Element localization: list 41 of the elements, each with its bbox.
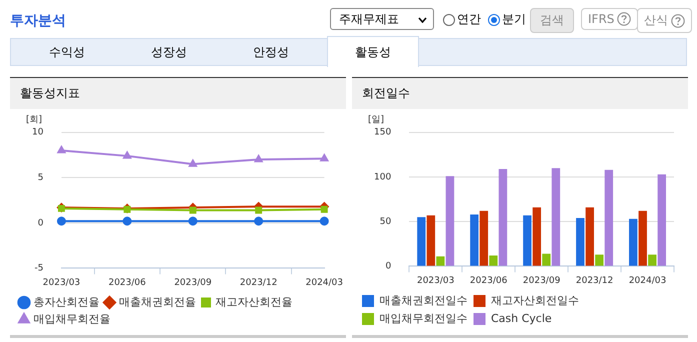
- x-tick-label: 2023/09: [174, 278, 212, 288]
- text: 주재무제표: [339, 10, 399, 28]
- x-tick-label: 2024/03: [306, 278, 343, 288]
- y-tick-label: 10: [32, 128, 44, 138]
- legend-label: 재고자산회전율: [216, 295, 292, 308]
- legend-label: Cash Cycle: [491, 312, 552, 325]
- y-tick-label: 150: [374, 128, 392, 138]
- x-tick-label: 2023/03: [42, 278, 80, 288]
- y-tick-label: 0: [385, 262, 392, 272]
- x-tick-label: 2023/12: [576, 276, 614, 286]
- legend-label: 매입채무회전일수: [380, 312, 468, 325]
- y-tick-label: 0: [38, 218, 44, 228]
- legend-label: 재고자산회전일수: [491, 294, 579, 307]
- text: 분기: [501, 11, 526, 28]
- text: 활동성: [327, 36, 419, 67]
- x-tick-label: 2024/03: [628, 276, 666, 286]
- text: 성장성: [150, 44, 188, 60]
- text: 검색: [530, 8, 574, 33]
- text: IFRS: [581, 8, 638, 30]
- x-tick-label: 2023/06: [470, 276, 508, 286]
- text: 안정성: [252, 44, 290, 60]
- legend-label: 매출채권회전일수: [380, 294, 468, 307]
- y-axis-title: [일]: [368, 115, 384, 126]
- text: 투자분석: [10, 12, 66, 30]
- x-tick-label: 2023/09: [522, 276, 561, 286]
- x-tick-label: 2023/12: [240, 278, 278, 288]
- x-tick-label: 2023/06: [108, 278, 146, 288]
- y-tick-label: 5: [38, 173, 44, 184]
- y-tick-label: -5: [34, 264, 44, 274]
- y-tick-label: 50: [380, 216, 392, 227]
- text: 산식: [637, 8, 692, 33]
- chart-title: 활동성지표: [10, 78, 346, 109]
- y-axis-title: [회]: [26, 115, 42, 126]
- y-tick-label: 100: [374, 172, 392, 182]
- legend-label: 매출채권회전율: [119, 295, 196, 308]
- legend-label: 매입채무회전율: [34, 312, 110, 326]
- legend-label: 총자산회전율: [34, 295, 100, 308]
- text: 연간: [456, 11, 481, 28]
- text: 수익성: [48, 44, 86, 60]
- x-tick-label: 2023/03: [416, 276, 454, 286]
- chart-title: 회전일수: [352, 78, 688, 109]
